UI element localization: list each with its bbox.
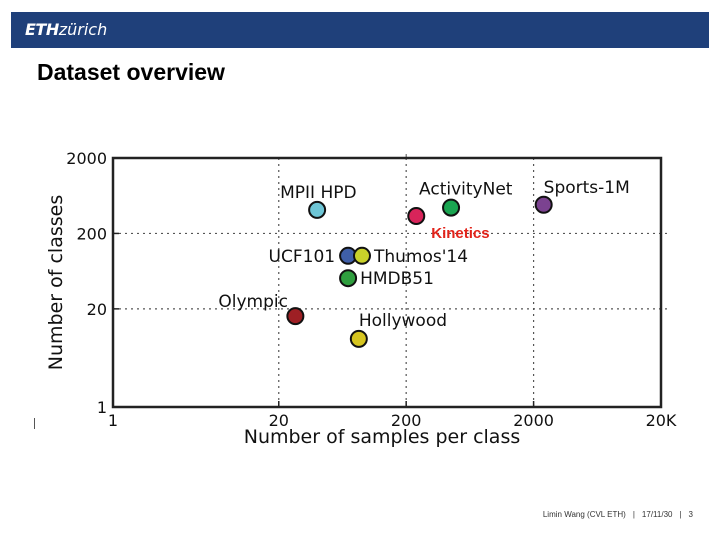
point-label-hollywood: Hollywood xyxy=(359,311,447,331)
tick-layer: 1 20 200 2000 20K 1 20 200 2000 xyxy=(66,149,677,430)
point-layer xyxy=(286,195,553,348)
y-tick-label: 1 xyxy=(97,398,107,417)
side-tick-mark xyxy=(34,418,35,429)
x-tick-label: 20K xyxy=(646,411,677,430)
logo-zurich-text: zürich xyxy=(58,20,108,39)
x-tick-label: 200 xyxy=(391,411,422,430)
footer: Limin Wang (CVL ETH) | 17/11/30 | 3 xyxy=(543,510,693,519)
point-hollywood xyxy=(349,329,368,348)
footer-separator: | xyxy=(632,510,635,519)
x-axis-label: Number of samples per class xyxy=(244,426,521,448)
x-tick-label: 20 xyxy=(269,411,289,430)
point-mpii-hpd xyxy=(308,200,327,219)
y-tick-label: 2000 xyxy=(66,149,107,168)
eth-logo: ETHzürich xyxy=(25,19,107,41)
point-label-olympic: Olympic xyxy=(218,292,288,312)
header-bar xyxy=(11,12,709,48)
point-label-thumos-14: Thumos'14 xyxy=(373,247,468,267)
point-thumos-14 xyxy=(352,246,371,265)
y-tick-label: 200 xyxy=(76,224,107,243)
point-label-hmdb51: HMDB51 xyxy=(360,269,434,289)
y-axis-label: Number of classes xyxy=(45,195,67,370)
point-label-ucf101: UCF101 xyxy=(269,247,336,267)
plot-frame xyxy=(111,156,663,409)
page-title: Dataset overview xyxy=(37,59,225,85)
footer-separator: | xyxy=(679,510,682,519)
point-label-sports-1m: Sports-1M xyxy=(544,178,630,198)
footer-page-number: 3 xyxy=(688,510,693,519)
x-tick-label: 1 xyxy=(108,411,118,430)
point-hmdb51 xyxy=(339,269,358,288)
point-sports-1m xyxy=(534,195,553,214)
point-label-kinetics: Kinetics xyxy=(431,225,489,242)
point-kinetics xyxy=(407,207,426,226)
point-activitynet xyxy=(442,198,461,217)
logo-eth-text: ETH xyxy=(25,20,59,39)
point-olympic xyxy=(286,307,305,326)
point-label-activitynet: ActivityNet xyxy=(419,180,513,200)
footer-date: 17/11/30 xyxy=(641,510,673,519)
point-label-mpii-hpd: MPII HPD xyxy=(280,183,356,203)
label-layer: MPII HPD ActivityNet Sports-1M Kinetics UCF1… xyxy=(218,178,629,331)
y-tick-label: 20 xyxy=(87,300,107,319)
x-tick-label: 2000 xyxy=(513,411,554,430)
footer-author: Limin Wang (CVL ETH) xyxy=(542,510,626,519)
